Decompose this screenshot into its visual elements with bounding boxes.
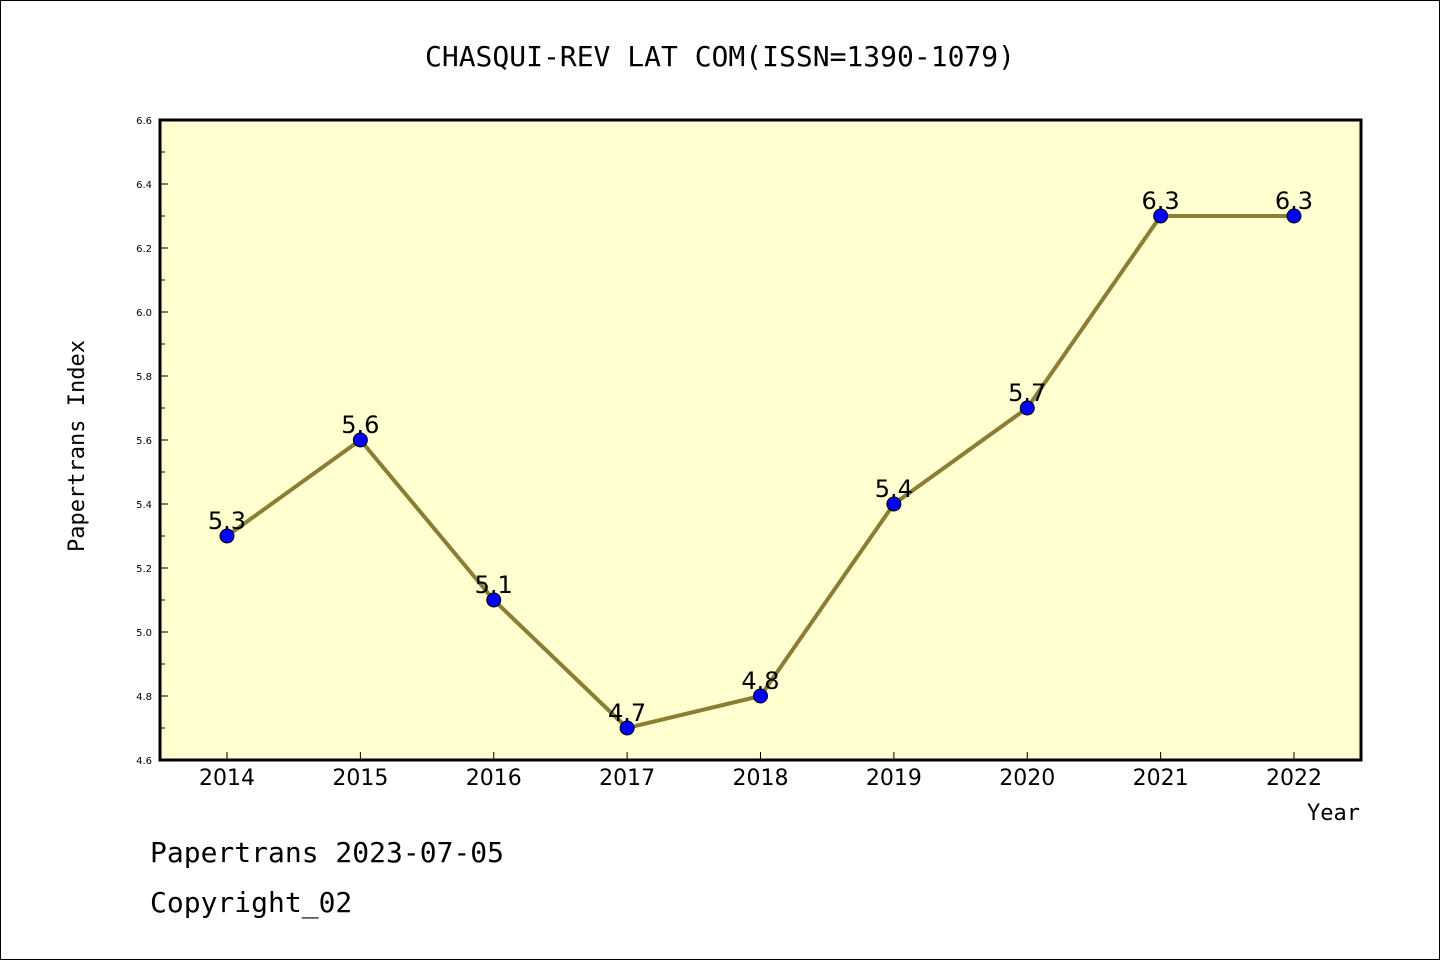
data-point [219, 528, 235, 544]
footer-copyright: Copyright_02 [150, 886, 353, 919]
x-tick-label: 2019 [866, 766, 922, 791]
data-point [1286, 208, 1302, 224]
x-tick-label: 2018 [733, 766, 789, 791]
data-label: 5.3 [208, 507, 246, 535]
data-point [1019, 400, 1035, 416]
x-axis: 2014 2015 2016 2017 2018 2019 2020 2021 2022 [199, 752, 1322, 791]
y-tick-label: 5.2 [136, 564, 152, 575]
data-label: 6.3 [1142, 187, 1180, 215]
y-tick-label: 6.6 [136, 116, 152, 127]
data-label: 5.7 [1008, 379, 1046, 407]
data-point [352, 432, 368, 448]
data-label: 4.8 [741, 667, 779, 695]
plot-border [158, 118, 1363, 762]
data-point [486, 592, 502, 608]
y-tick-label: 4.6 [136, 756, 152, 767]
data-point [619, 720, 635, 736]
x-tick-label: 2017 [599, 766, 655, 791]
y-tick-label: 5.4 [136, 500, 152, 511]
data-labels: 5.3 5.6 5.1 4.7 4.8 5.4 5.7 6.3 6.3 [208, 187, 1313, 727]
data-label: 5.1 [475, 571, 513, 599]
chart-title: CHASQUI-REV LAT COM(ISSN=1390-1079) [425, 40, 1015, 73]
y-tick-label: 5.8 [136, 372, 152, 383]
data-point [753, 688, 768, 704]
y-tick-label: 5.6 [136, 436, 152, 447]
data-label: 6.3 [1275, 187, 1313, 215]
data-point [886, 496, 902, 512]
data-point [1153, 208, 1169, 224]
data-label: 4.7 [608, 699, 646, 727]
x-tick-label: 2022 [1266, 766, 1322, 791]
y-tick-label: 6.4 [136, 180, 152, 191]
data-label: 5.6 [341, 411, 379, 439]
data-label: 5.4 [875, 475, 913, 503]
y-tick-label: 6.2 [136, 244, 152, 255]
y-tick-label: 5.0 [136, 628, 152, 639]
x-axis-label: Year [1307, 801, 1360, 826]
y-tick-label: 6.0 [136, 308, 152, 319]
x-tick-label: 2021 [1133, 766, 1189, 791]
x-tick-label: 2015 [332, 766, 388, 791]
data-points [219, 208, 1302, 736]
y-tick-label: 4.8 [136, 692, 152, 703]
x-tick-label: 2014 [199, 766, 255, 791]
x-tick-label: 2016 [466, 766, 522, 791]
footer-date: Papertrans 2023-07-05 [150, 836, 505, 869]
y-axis-label: Papertrans Index [65, 340, 90, 552]
x-tick-label: 2020 [999, 766, 1055, 791]
